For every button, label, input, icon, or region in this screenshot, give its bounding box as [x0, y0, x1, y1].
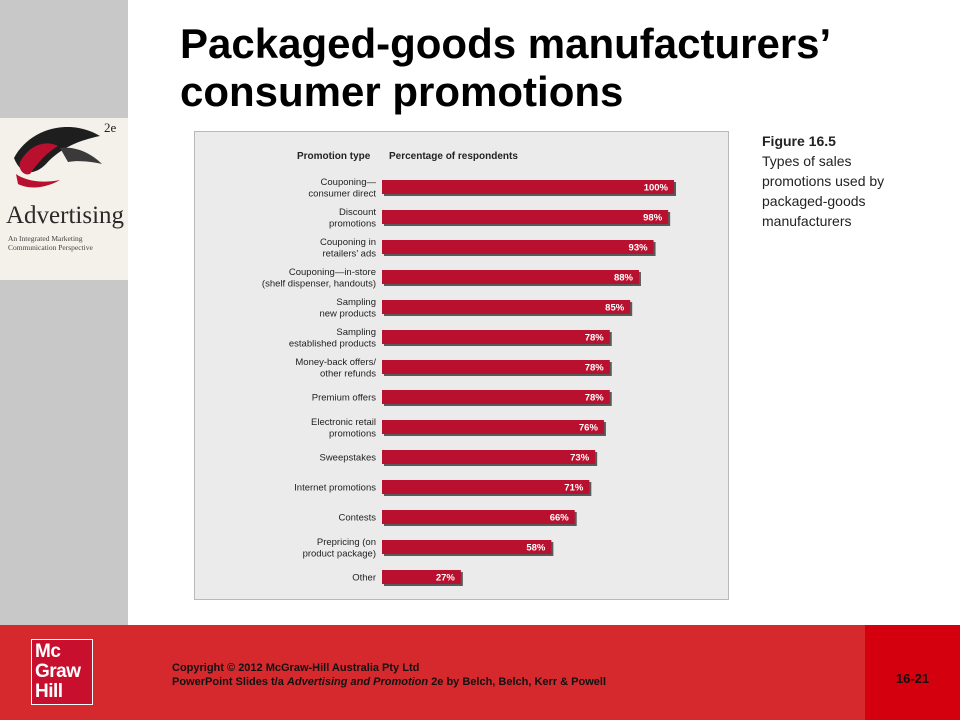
category-label: product package) [303, 548, 376, 559]
value-label: 66% [550, 513, 570, 524]
bar [382, 240, 654, 254]
footer-page-box: 16-21 [865, 625, 960, 720]
header-promotion-type: Promotion type [297, 151, 371, 162]
copyright-symbol: © [227, 662, 236, 674]
bar [382, 480, 590, 494]
bar [382, 210, 669, 224]
value-label: 100% [644, 183, 669, 194]
footer-bar: Mc Graw Hill Copyright © 2012 McGraw-Hil… [0, 625, 960, 720]
left-sidebar [0, 0, 128, 625]
category-label: Other [352, 573, 376, 584]
value-label: 27% [436, 573, 456, 584]
value-label: 76% [579, 423, 599, 434]
category-label: Prepricing (on [317, 537, 376, 548]
bar [382, 180, 674, 194]
logo-line2: Graw [35, 661, 81, 682]
book-edition: 2e [104, 120, 117, 135]
book-subtitle: An Integrated Marketing Communication Pe… [8, 234, 93, 252]
category-label: Contests [339, 513, 377, 524]
value-label: 78% [585, 393, 605, 404]
bar [382, 390, 610, 404]
chart-panel: Promotion type Percentage of respondents 1… [194, 131, 729, 600]
value-label: 78% [585, 363, 605, 374]
value-label: 98% [643, 213, 663, 224]
bar [382, 300, 631, 314]
logo-line3: Hill [35, 681, 63, 702]
book-cover-art [14, 127, 102, 188]
category-label: consumer direct [308, 188, 376, 199]
figure-caption: Figure 16.5 Types of sales promotions us… [762, 131, 902, 231]
figure-caption-text: Types of sales promotions used by packag… [762, 153, 885, 229]
category-label: Money-back offers/ [295, 357, 376, 368]
slide-title: Packaged-goods manufacturers’ consumer p… [180, 20, 950, 116]
category-label: promotions [329, 218, 376, 229]
credit-book-title: Advertising and Promotion [286, 676, 429, 688]
bar [382, 510, 575, 524]
category-label: Internet promotions [294, 483, 376, 494]
category-label: Couponing— [321, 177, 377, 188]
copyright-rest: 2012 McGraw-Hill Australia Pty Ltd [238, 662, 420, 674]
figure-label: Figure 16.5 [762, 133, 836, 149]
slide-title-line2: consumer promotions [180, 68, 624, 115]
category-label: retailers’ ads [322, 248, 376, 259]
header-percentage: Percentage of respondents [389, 151, 518, 162]
credit-suffix: 2e by Belch, Belch, Kerr & Powell [431, 676, 607, 688]
category-label: (shelf dispenser, handouts) [262, 278, 376, 289]
bar [382, 270, 639, 284]
value-label: 85% [605, 303, 625, 314]
category-label: Electronic retail [311, 417, 376, 428]
bar [382, 420, 604, 434]
bar [382, 570, 461, 584]
bar-chart: Promotion type Percentage of respondents 1… [262, 151, 676, 586]
copyright-prefix: Copyright [172, 662, 224, 674]
category-label: new products [319, 308, 376, 319]
value-label: 88% [614, 273, 634, 284]
book-title: Advertising [6, 202, 125, 229]
value-label: 73% [570, 453, 590, 464]
category-label: Sampling [336, 327, 376, 338]
category-label: established products [289, 338, 376, 349]
slide-title-line1: Packaged-goods manufacturers’ [180, 20, 832, 67]
value-label: 93% [629, 243, 649, 254]
category-label: Sweepstakes [319, 453, 376, 464]
category-label: Sampling [336, 297, 376, 308]
page-number: 16-21 [895, 671, 930, 686]
category-label: other refunds [320, 368, 376, 379]
category-label: promotions [329, 428, 376, 439]
category-label: Discount [339, 207, 376, 218]
bar [382, 450, 596, 464]
mcgraw-hill-logo: Mc Graw Hill [31, 639, 93, 705]
category-label: Premium offers [312, 393, 376, 404]
bar [382, 360, 610, 374]
bar [382, 330, 610, 344]
book-cover-image: 2e Advertising An Integrated Marketing C… [0, 118, 128, 280]
category-label: Couponing in [320, 237, 376, 248]
copyright-text: Copyright © 2012 McGraw-Hill Australia P… [172, 661, 606, 689]
value-label: 71% [564, 483, 584, 494]
bar [382, 540, 552, 554]
category-label: Couponing—in-store [289, 267, 376, 278]
value-label: 78% [585, 333, 605, 344]
logo-line1: Mc [35, 641, 61, 662]
value-label: 58% [526, 543, 546, 554]
credit-prefix: PowerPoint Slides t/a [172, 676, 284, 688]
